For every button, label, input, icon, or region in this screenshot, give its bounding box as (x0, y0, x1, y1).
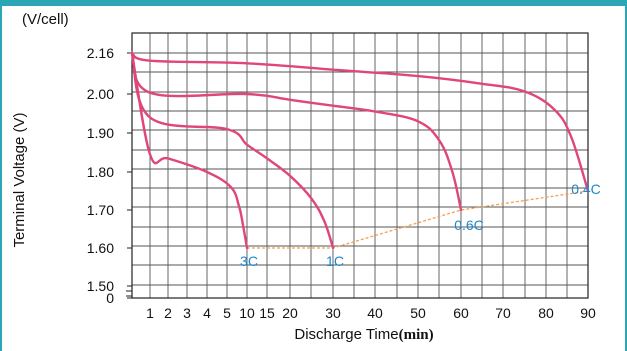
cutoff-line-group (247, 190, 589, 249)
series-line-0-4C (130, 51, 590, 193)
x-tick-label: 1 (146, 305, 154, 321)
x-tick-labels: 1 2 3 4 5 10 15 20 30 40 50 60 70 80 90 (146, 305, 596, 321)
grid (132, 33, 588, 298)
plot-border (131, 32, 589, 299)
annotation-label: 1C (326, 253, 344, 269)
x-tick-label: 10 (239, 305, 255, 321)
x-axis-title-unit: (min) (399, 327, 434, 343)
y-tick-label: 2.16 (87, 45, 114, 61)
x-tick-label: 15 (259, 305, 275, 321)
annotation-label: 3C (240, 253, 258, 269)
x-tick-label: 5 (223, 305, 231, 321)
y-tick-label: 1.70 (87, 202, 114, 218)
axes (126, 32, 589, 299)
x-tick-label: 20 (282, 305, 298, 321)
y-tick-label: 1.60 (87, 240, 114, 256)
y-tick-label: 0 (106, 290, 114, 306)
x-tick-label: 3 (183, 305, 191, 321)
series-line-3C (130, 51, 249, 250)
x-tick-label: 30 (325, 305, 341, 321)
annotation-label: 0.4C (571, 181, 601, 197)
y-tick-label: 2.00 (87, 86, 114, 102)
annotations: 3C 1C 0.6C 0.4C (240, 181, 601, 269)
x-tick-label: 80 (538, 305, 554, 321)
series-line-0-6C (130, 51, 463, 212)
y-axis-title: Terminal Voltage (V) (11, 112, 28, 247)
y-unit-label: (V/cell) (22, 11, 69, 28)
cutoff-line (247, 190, 589, 249)
x-tick-label: 50 (410, 305, 426, 321)
x-tick-label: 60 (453, 305, 469, 321)
x-axis-title: Discharge Time(min) (294, 326, 433, 343)
y-tick-label: 1.80 (87, 164, 114, 180)
discharge-chart: 1 2 3 4 5 10 15 20 30 40 50 60 70 80 90 01.50 1.60 1.70 1… (11, 11, 601, 343)
x-tick-label: 40 (367, 305, 383, 321)
y-tick-labels: 01.50 1.60 1.70 1.80 1.90 2.00 2.16 (87, 45, 114, 306)
y-tick-label: 1.90 (87, 125, 114, 141)
annotation-label: 0.6C (454, 217, 484, 233)
x-tick-label: 2 (164, 305, 172, 321)
x-tick-label: 70 (495, 305, 511, 321)
y-tick-label: 1.50 (87, 278, 114, 294)
series-line-1C (130, 51, 335, 250)
x-axis-title-text: Discharge Time (294, 326, 398, 343)
series-group (130, 51, 590, 250)
x-tick-label: 4 (203, 305, 211, 321)
x-tick-label: 90 (580, 305, 596, 321)
